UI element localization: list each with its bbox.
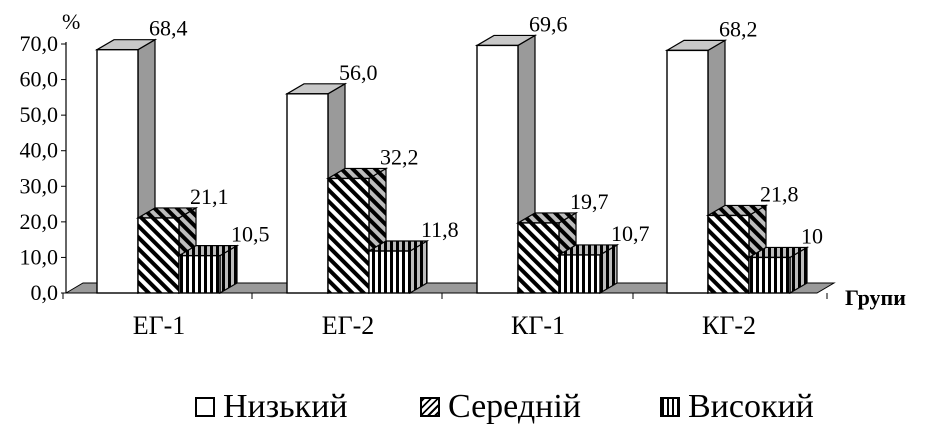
y-tick-label: 50,0 [20, 102, 59, 127]
bar-front-face [368, 250, 411, 294]
bar-high-3 [556, 243, 620, 295]
x-tick-label: КГ-2 [702, 311, 756, 340]
data-label-high-1: 10,5 [231, 222, 270, 247]
data-label-high-2: 11,8 [421, 217, 459, 242]
bar-front-face [558, 254, 601, 294]
x-tick-label: КГ-1 [511, 311, 565, 340]
y-unit-label: % [62, 9, 80, 34]
y-tick-label: 20,0 [20, 209, 59, 234]
legend-swatch-diagonal-icon [420, 397, 440, 417]
y-tick-label: 10,0 [20, 244, 59, 269]
bar-high-4 [746, 246, 810, 295]
legend-swatch-white-icon [195, 397, 215, 417]
bar-chart: 0,0 10,0 20,0 30,0 40,0 50,0 60,0 70,0% ЕГ-1 ЕГ-2… [20, 9, 907, 340]
data-label-mid-3: 19,7 [570, 189, 609, 214]
data-label-low-4: 68,2 [719, 16, 758, 41]
bar-high-2 [366, 239, 430, 295]
legend-swatch-vertical-icon [660, 397, 680, 417]
bar-front-face [137, 217, 180, 294]
x-tick-label: ЕГ-1 [133, 311, 186, 340]
y-tick-label: 30,0 [20, 173, 59, 198]
legend-item-high: Високий [660, 388, 814, 426]
y-tick-label: 70,0 [20, 31, 59, 56]
bar-high-1 [176, 244, 240, 295]
bar-front-face [286, 93, 329, 294]
data-label-mid-1: 21,1 [190, 184, 229, 209]
x-tick-label: ЕГ-2 [322, 311, 375, 340]
legend: Низький Середній Високий [0, 388, 934, 429]
data-label-low-2: 56,0 [339, 60, 378, 85]
data-label-high-4: 10 [801, 223, 823, 248]
bar-front-face [748, 256, 791, 294]
bar-front-face [517, 222, 560, 294]
legend-label-high: Високий [688, 388, 814, 425]
bar-front-face [178, 254, 221, 294]
data-label-high-3: 10,7 [611, 221, 650, 246]
data-label-mid-4: 21,8 [760, 181, 799, 206]
bar-front-face [666, 49, 709, 294]
y-tick-label: 0,0 [31, 280, 59, 305]
legend-item-mid: Середній [420, 388, 581, 426]
x-axis-title: Групи [845, 285, 906, 310]
data-label-mid-2: 32,2 [380, 144, 419, 169]
bar-low-2 [284, 82, 348, 295]
legend-item-low: Низький [195, 388, 348, 426]
bar-front-face [707, 214, 750, 294]
y-tick-label: 60,0 [20, 67, 59, 92]
bar-front-face [327, 177, 370, 294]
bar-front-face [476, 44, 519, 294]
legend-label-mid: Середній [448, 388, 581, 425]
y-tick-label: 40,0 [20, 138, 59, 163]
data-label-low-1: 68,4 [149, 16, 188, 41]
bar-low-3 [474, 34, 538, 295]
bar-front-face [96, 48, 139, 294]
legend-label-low: Низький [223, 388, 348, 425]
data-label-low-3: 69,6 [529, 11, 568, 36]
